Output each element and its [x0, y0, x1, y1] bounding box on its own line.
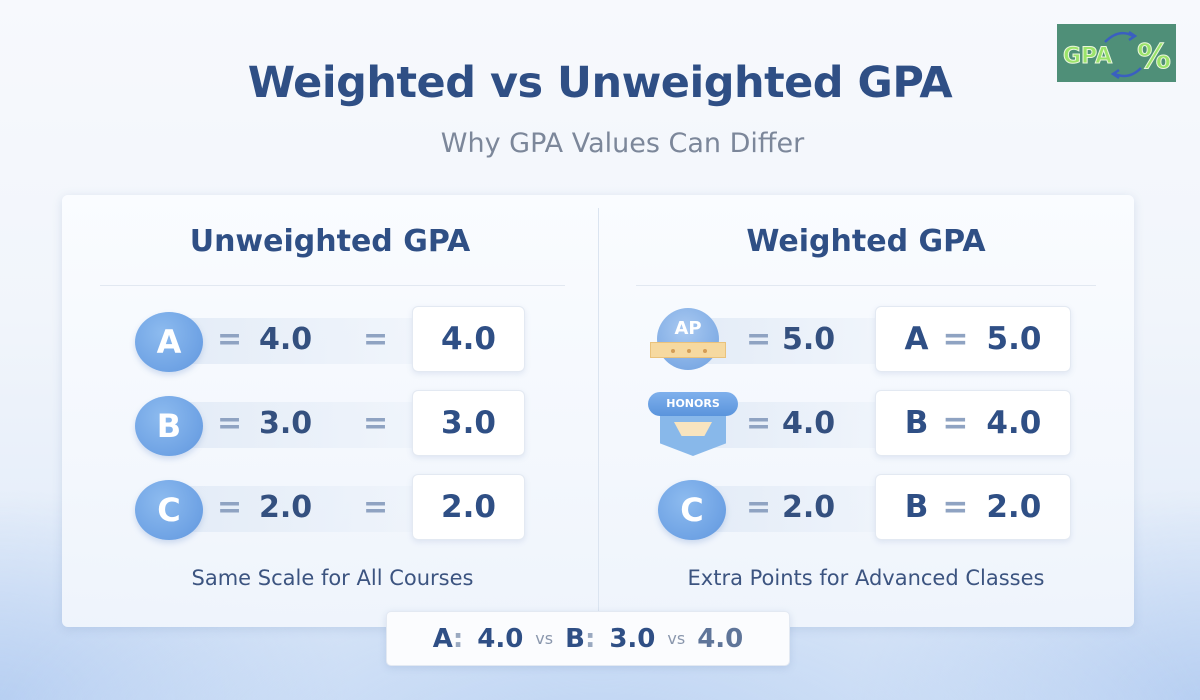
- result-box: 3.0: [412, 390, 525, 456]
- equals-sign: =: [217, 490, 243, 525]
- gpa-percent-logo-icon: GPA %: [1057, 24, 1176, 82]
- page-subtitle: Why GPA Values Can Differ: [440, 128, 805, 159]
- equals-sign: =: [217, 406, 243, 441]
- equals-sign: =: [363, 406, 389, 441]
- grade-points: 4.0: [259, 322, 313, 357]
- summary-a-label: A: [432, 623, 453, 654]
- equals-sign: =: [363, 322, 389, 357]
- summary-b-value: 3.0: [609, 623, 656, 654]
- unweighted-row-c: C = 2.0 = 2.0: [135, 474, 527, 544]
- unweighted-row-b: B = 3.0 = 3.0: [135, 390, 527, 460]
- grade-points: 5.0: [782, 322, 836, 357]
- weighted-row-ap: AP = 5.0 A = 5.0: [650, 306, 1072, 376]
- svg-text:GPA: GPA: [1063, 44, 1112, 69]
- result-value: 2.0: [986, 489, 1042, 525]
- result-grade: B: [904, 405, 929, 441]
- grade-badge-b: B: [135, 396, 203, 456]
- summary-b-label: B: [565, 623, 585, 654]
- weighted-title: Weighted GPA: [746, 224, 986, 259]
- weighted-caption: Extra Points for Advanced Classes: [687, 566, 1045, 590]
- comparison-summary: A : 4.0 vs B : 3.0 vs 4.0: [386, 611, 790, 666]
- weighted-row-c: C = 2.0 B = 2.0: [650, 474, 1072, 544]
- svg-text:%: %: [1137, 37, 1171, 77]
- grade-points: 3.0: [259, 406, 313, 441]
- result-value: 4.0: [986, 405, 1042, 441]
- grade-badge-a: A: [135, 312, 203, 372]
- summary-a-value: 4.0: [477, 623, 524, 654]
- unweighted-row-a: A = 4.0 = 4.0: [135, 306, 527, 376]
- grade-badge-c: C: [658, 480, 726, 540]
- result-box: A = 5.0: [875, 306, 1071, 372]
- result-box: B = 2.0: [875, 474, 1071, 540]
- unweighted-title: Unweighted GPA: [189, 224, 471, 259]
- equals-sign: =: [942, 321, 969, 357]
- result-box: 2.0: [412, 474, 525, 540]
- equals-sign: =: [746, 406, 772, 441]
- weighted-divider: [636, 285, 1096, 286]
- page-title: Weighted vs Unweighted GPA: [247, 58, 953, 108]
- equals-sign: =: [746, 322, 772, 357]
- result-value: 5.0: [986, 321, 1042, 357]
- summary-b-weighted-value: 4.0: [697, 623, 744, 654]
- weighted-row-honors: HONORS = 4.0 B = 4.0: [648, 390, 1072, 460]
- result-box: B = 4.0: [875, 390, 1071, 456]
- grade-points: 2.0: [259, 490, 313, 525]
- grade-badge-c: C: [135, 480, 203, 540]
- unweighted-caption: Same Scale for All Courses: [191, 566, 474, 590]
- equals-sign: =: [217, 322, 243, 357]
- honors-badge-icon: HONORS: [648, 392, 738, 460]
- panel-divider: [598, 208, 599, 613]
- equals-sign: =: [942, 489, 969, 525]
- vs-label: vs: [667, 629, 686, 648]
- equals-sign: =: [746, 490, 772, 525]
- result-grade: B: [904, 489, 929, 525]
- vs-label: vs: [535, 629, 554, 648]
- unweighted-divider: [100, 285, 565, 286]
- grade-points: 2.0: [782, 490, 836, 525]
- result-box: 4.0: [412, 306, 525, 372]
- result-grade: A: [904, 321, 929, 357]
- grade-points: 4.0: [782, 406, 836, 441]
- equals-sign: =: [363, 490, 389, 525]
- equals-sign: =: [942, 405, 969, 441]
- ap-badge-icon: AP: [650, 308, 726, 374]
- gpa-logo: GPA %: [1057, 24, 1176, 82]
